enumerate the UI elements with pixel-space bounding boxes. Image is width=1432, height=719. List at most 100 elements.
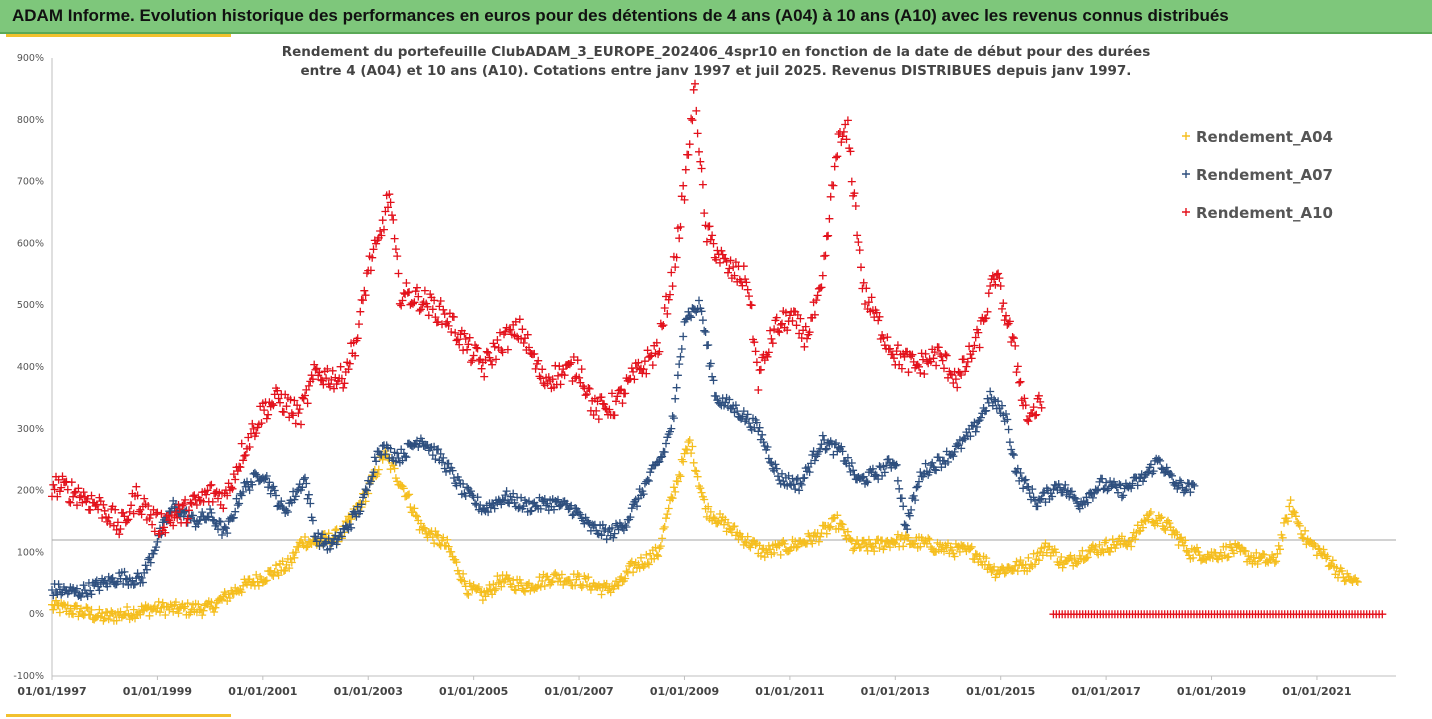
data-point (156, 608, 164, 617)
data-point (1181, 536, 1190, 545)
data-point (1013, 464, 1022, 473)
data-point (283, 508, 292, 516)
data-point (536, 582, 545, 591)
data-point (660, 304, 669, 312)
data-point (245, 486, 254, 495)
data-point (900, 520, 909, 529)
data-point (941, 350, 950, 359)
data-point (655, 347, 664, 356)
data-point (228, 484, 237, 493)
data-point (362, 486, 371, 495)
data-point (832, 439, 840, 447)
data-point (1222, 542, 1230, 551)
data-point (1353, 578, 1362, 586)
data-point (397, 301, 406, 310)
data-point (322, 374, 331, 383)
data-point (132, 482, 141, 491)
data-point (510, 498, 519, 507)
data-point (140, 494, 149, 503)
data-point (115, 530, 124, 539)
data-point (1378, 610, 1387, 619)
data-point (668, 494, 677, 503)
data-point (1102, 536, 1111, 545)
data-point (901, 521, 910, 530)
data-point (411, 287, 420, 296)
data-point (439, 453, 448, 462)
data-point (557, 570, 566, 579)
data-point (444, 542, 453, 551)
data-point (770, 325, 779, 334)
data-point (743, 410, 752, 419)
data-point (833, 152, 842, 161)
data-point (206, 505, 215, 514)
data-point (664, 504, 673, 513)
data-point (74, 484, 83, 493)
data-point (316, 534, 325, 543)
data-point (351, 351, 360, 360)
data-point (469, 351, 478, 360)
data-point (961, 367, 970, 376)
data-point (187, 499, 196, 508)
chart-marks (48, 79, 1387, 625)
data-point (490, 504, 499, 513)
data-point (998, 304, 1006, 313)
data-point (111, 505, 120, 514)
data-point (472, 343, 481, 352)
data-point (1260, 550, 1269, 559)
data-point (398, 296, 407, 305)
accent-bar-bottom (6, 714, 231, 717)
data-point (116, 525, 125, 533)
data-point (237, 588, 246, 597)
data-point (223, 529, 232, 538)
data-point (398, 456, 407, 465)
data-point (897, 364, 906, 373)
data-point (824, 231, 833, 240)
data-point (272, 491, 280, 500)
data-point (298, 483, 307, 492)
data-point (575, 508, 584, 517)
data-point (1100, 538, 1109, 547)
x-tick-label: 01/01/1997 (17, 685, 86, 698)
data-point (617, 385, 626, 394)
data-point (366, 477, 375, 486)
data-point (239, 487, 248, 496)
data-point (700, 326, 709, 335)
data-point (152, 543, 161, 552)
data-point (399, 484, 408, 493)
data-point (971, 427, 980, 436)
data-point (439, 305, 448, 314)
data-point (141, 561, 150, 570)
data-point (621, 389, 630, 398)
data-point (1013, 362, 1022, 371)
data-point (161, 528, 170, 537)
data-point (1016, 469, 1025, 477)
data-point (614, 581, 623, 590)
data-point (1175, 476, 1184, 485)
data-point (882, 461, 891, 470)
data-point (695, 296, 703, 305)
data-point (998, 401, 1006, 410)
data-point (414, 443, 423, 451)
data-point (403, 491, 412, 500)
data-point (199, 606, 208, 615)
data-point (467, 358, 475, 367)
data-point (905, 511, 914, 520)
data-point (622, 567, 631, 576)
data-point (792, 475, 801, 484)
data-point (548, 375, 557, 384)
data-point (875, 312, 884, 321)
data-point (1016, 556, 1025, 565)
data-point (696, 157, 705, 166)
data-point (679, 181, 688, 190)
data-point (859, 278, 868, 287)
data-point (1029, 493, 1038, 502)
legend-label: Rendement_A07 (1196, 166, 1333, 184)
data-point (377, 450, 386, 459)
data-point (639, 490, 648, 499)
data-point (1099, 485, 1108, 494)
data-point (825, 523, 834, 532)
data-point (1323, 552, 1332, 561)
data-point (207, 598, 216, 607)
data-point (792, 543, 801, 552)
